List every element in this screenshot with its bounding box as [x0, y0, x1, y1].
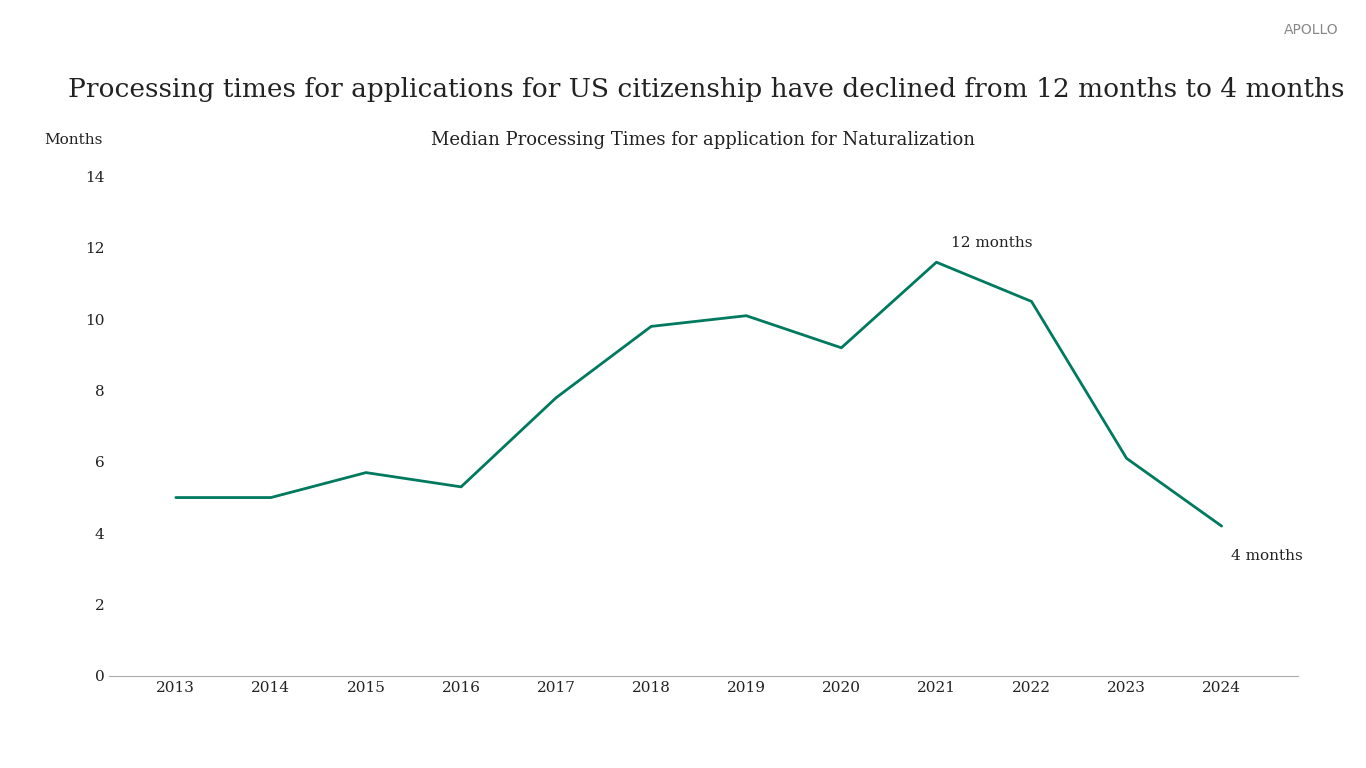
Text: 12 months: 12 months: [951, 236, 1033, 250]
Text: 4 months: 4 months: [1231, 549, 1303, 563]
Title: Median Processing Times for application for Naturalization: Median Processing Times for application …: [432, 131, 975, 149]
Text: APOLLO: APOLLO: [1284, 23, 1339, 37]
Text: Processing times for applications for US citizenship have declined from 12 month: Processing times for applications for US…: [68, 77, 1344, 102]
Text: Months: Months: [44, 133, 102, 147]
